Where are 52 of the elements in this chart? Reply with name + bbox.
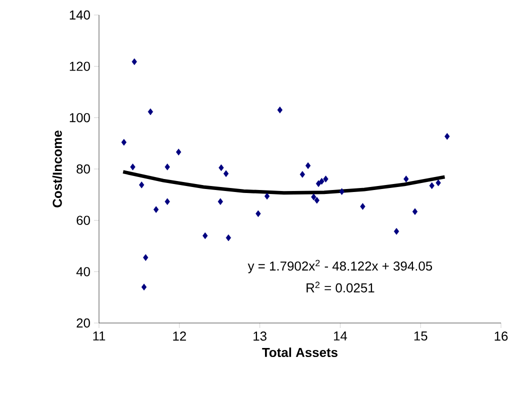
point	[319, 178, 324, 185]
point	[339, 188, 344, 195]
x-tick-label: 12	[173, 332, 186, 341]
point	[300, 170, 306, 178]
x-tick-label: 11	[93, 332, 106, 340]
point	[323, 176, 328, 182]
point	[314, 196, 320, 204]
y-axis-title: Cost/Income	[52, 130, 62, 208]
point	[444, 133, 450, 140]
y-tick-label: 20	[76, 318, 90, 328]
point	[132, 58, 137, 66]
point	[311, 194, 316, 200]
point	[429, 182, 434, 190]
point	[143, 254, 148, 261]
point	[153, 206, 159, 213]
point	[316, 180, 322, 188]
annotation: y = 1.7902x$^{2}$ - 48.122x + 394.05	[248, 260, 432, 274]
point	[176, 148, 182, 156]
point	[130, 164, 136, 170]
point	[412, 208, 418, 216]
point	[148, 108, 154, 116]
x-tick-label: 13	[254, 332, 266, 341]
x-tick-label: 15	[414, 332, 428, 341]
annotation: R$^{2}$ = 0.0251	[306, 282, 374, 292]
point	[223, 170, 229, 178]
y-tick-label: 60	[76, 216, 90, 225]
y-tick-label: 140	[70, 10, 90, 20]
point	[277, 106, 283, 114]
y-tick-label: 100	[70, 113, 90, 122]
point	[256, 210, 261, 218]
x-tick-label: 16	[494, 332, 508, 341]
point	[436, 179, 441, 186]
y-tick-label: 40	[76, 267, 90, 276]
point	[226, 234, 232, 242]
point	[141, 284, 147, 290]
point	[360, 203, 366, 210]
point	[218, 198, 224, 205]
point	[121, 138, 127, 146]
y-tick-label: 80	[76, 164, 90, 174]
y-tick-label: 120	[70, 62, 90, 71]
x-tick-label: 14	[334, 332, 348, 340]
point	[305, 162, 311, 170]
point	[139, 182, 144, 188]
x-axis-title: Total Assets	[262, 348, 338, 358]
point	[404, 176, 409, 182]
point	[202, 232, 208, 240]
point	[218, 164, 224, 172]
point	[394, 228, 400, 235]
point	[164, 198, 170, 205]
point	[264, 192, 270, 200]
line-series	[121, 170, 446, 195]
point	[164, 164, 170, 170]
